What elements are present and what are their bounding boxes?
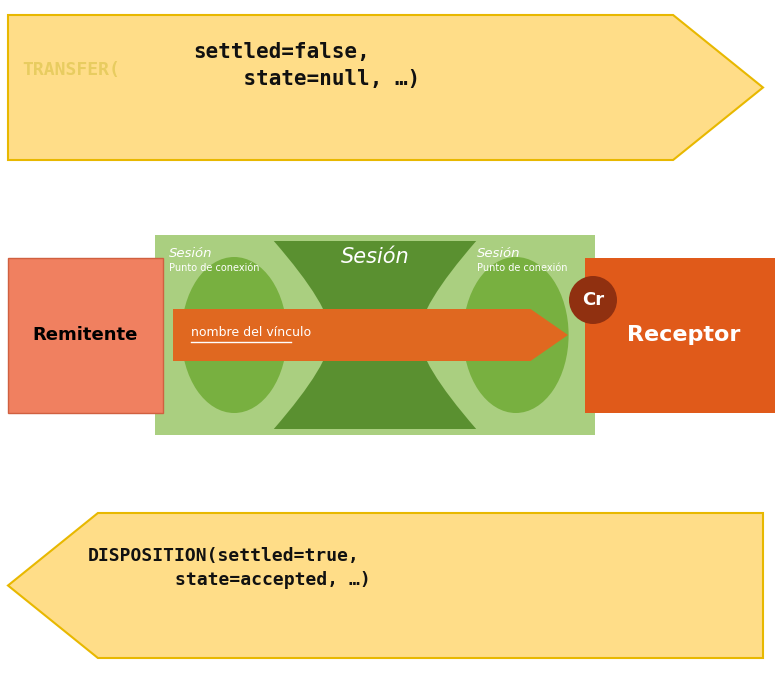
- Polygon shape: [8, 513, 763, 658]
- Text: Remitente: Remitente: [33, 326, 138, 344]
- Text: Sesión: Sesión: [169, 247, 212, 260]
- Text: DISPOSITION(settled=true,
        state=accepted, …): DISPOSITION(settled=true, state=accepted…: [88, 547, 370, 590]
- Text: Sesión: Sesión: [477, 247, 520, 260]
- Polygon shape: [8, 15, 763, 160]
- Polygon shape: [155, 235, 595, 435]
- Polygon shape: [173, 309, 568, 361]
- Text: nombre del vínculo: nombre del vínculo: [191, 326, 311, 339]
- Text: Punto de conexión: Punto de conexión: [169, 263, 260, 273]
- Polygon shape: [8, 258, 163, 413]
- Polygon shape: [585, 258, 775, 413]
- PathPatch shape: [274, 241, 477, 429]
- Text: Cr: Cr: [582, 291, 604, 309]
- Text: TRANSFER(: TRANSFER(: [22, 61, 120, 79]
- Ellipse shape: [182, 257, 287, 413]
- Text: Punto de conexión: Punto de conexión: [477, 263, 568, 273]
- Text: Sesión: Sesión: [341, 247, 410, 267]
- Text: Receptor: Receptor: [627, 325, 740, 345]
- Ellipse shape: [463, 257, 569, 413]
- Circle shape: [569, 276, 617, 324]
- Text: settled=false,
    state=null, …): settled=false, state=null, …): [193, 42, 420, 89]
